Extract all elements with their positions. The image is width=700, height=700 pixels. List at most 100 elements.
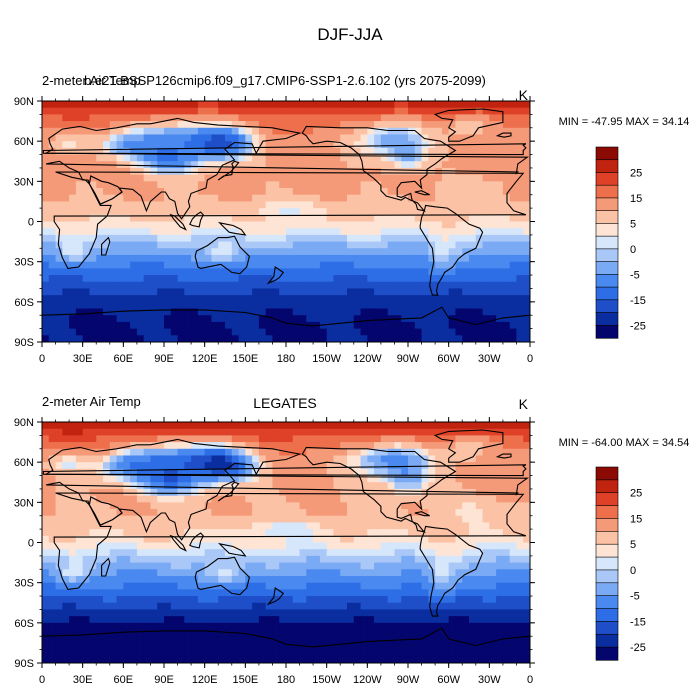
map-cell	[164, 281, 172, 290]
map-cell	[143, 529, 152, 537]
map-cell	[326, 188, 335, 196]
map-cell	[258, 428, 267, 436]
map-cell	[82, 555, 91, 564]
map-cell	[482, 241, 490, 249]
map-cell	[523, 221, 530, 229]
map-cell	[360, 569, 368, 577]
map-cell	[401, 602, 409, 611]
map-cell	[245, 462, 253, 470]
map-cell	[408, 261, 416, 269]
map-cell	[387, 575, 396, 584]
map-cell	[435, 167, 443, 176]
map-cell	[265, 609, 274, 617]
map-cell	[218, 228, 226, 236]
map-cell	[374, 542, 382, 550]
map-cell	[103, 154, 111, 162]
map-cell	[401, 462, 409, 470]
map-cell	[245, 234, 253, 243]
map-cell	[96, 422, 104, 430]
map-cell	[42, 254, 50, 263]
map-cell	[367, 542, 375, 550]
map-cell	[231, 228, 240, 236]
map-cell	[245, 562, 253, 570]
map-cell	[496, 482, 504, 490]
map-cell	[204, 502, 213, 510]
map-cell	[89, 288, 97, 296]
map-cell	[286, 535, 294, 544]
map-cell	[184, 482, 192, 490]
map-cell	[136, 529, 145, 537]
map-cell	[319, 261, 328, 269]
map-cell	[380, 482, 389, 490]
map-cell	[272, 609, 280, 617]
map-cell	[306, 141, 314, 149]
map-cell	[225, 596, 233, 604]
map-cell	[455, 509, 463, 517]
map-cell	[319, 602, 328, 611]
map-cell	[272, 134, 280, 142]
map-cell	[374, 529, 382, 537]
map-cell	[204, 569, 213, 577]
map-cell	[326, 569, 335, 577]
map-cell	[204, 321, 213, 330]
map-cell	[435, 502, 443, 510]
map-cell	[292, 589, 301, 597]
map-cell	[441, 295, 450, 303]
map-cell	[197, 321, 206, 330]
map-cell	[496, 448, 504, 457]
map-cell	[272, 241, 280, 249]
map-cell	[252, 214, 260, 223]
map-cell	[42, 602, 50, 611]
map-cell	[204, 167, 213, 176]
map-cell	[245, 101, 253, 109]
map-cell	[170, 121, 179, 129]
map-cell	[353, 562, 362, 570]
map-cell	[448, 475, 457, 483]
map-cell	[231, 167, 240, 176]
map-cell	[130, 502, 138, 510]
map-cell	[42, 208, 50, 216]
map-cell	[414, 515, 423, 524]
map-cell	[441, 174, 450, 182]
map-cell	[292, 167, 301, 176]
map-cell	[82, 509, 91, 517]
map-cell	[42, 147, 50, 156]
coastline-southam	[419, 204, 484, 296]
map-cell	[252, 248, 260, 256]
map-cell	[448, 167, 457, 176]
map-cell	[387, 555, 396, 564]
map-cell	[252, 321, 260, 330]
map-cell	[279, 308, 287, 316]
map-cell	[408, 549, 416, 557]
map-cell	[258, 602, 267, 611]
map-cell	[75, 535, 84, 544]
map-cell	[286, 509, 294, 517]
map-cell	[462, 422, 470, 430]
map-cell	[306, 221, 314, 229]
map-cell	[42, 107, 50, 115]
map-cell	[130, 475, 138, 483]
map-cell	[245, 295, 253, 303]
map-cell	[238, 535, 246, 544]
map-cell	[435, 335, 443, 342]
map-cell	[191, 455, 199, 463]
map-cell	[143, 542, 152, 550]
map-cell	[313, 562, 321, 570]
map-cell	[252, 435, 260, 443]
map-cell	[258, 468, 267, 477]
map-cell	[238, 254, 246, 263]
map-cell	[482, 194, 490, 203]
map-cell	[441, 468, 450, 477]
map-cell	[116, 234, 124, 243]
map-cell	[123, 147, 131, 156]
map-cell	[286, 475, 294, 483]
map-cell	[103, 515, 111, 524]
map-cell	[252, 134, 260, 142]
map-cell	[96, 288, 104, 296]
map-cell	[421, 114, 429, 122]
map-cell	[401, 268, 409, 276]
map-cell	[238, 281, 246, 290]
map-cell	[347, 468, 355, 477]
map-cell	[367, 575, 375, 584]
map-cell	[218, 241, 226, 249]
